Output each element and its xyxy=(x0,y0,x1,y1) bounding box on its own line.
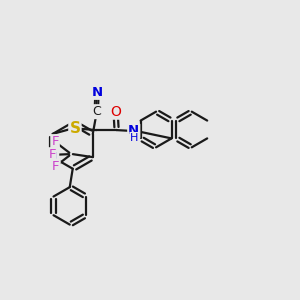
Text: N: N xyxy=(92,86,103,99)
Text: H: H xyxy=(130,133,138,142)
Text: S: S xyxy=(69,121,80,136)
Text: N: N xyxy=(128,124,139,137)
Text: F: F xyxy=(51,135,59,148)
Text: C: C xyxy=(92,105,101,118)
Text: F: F xyxy=(52,160,60,172)
Text: N: N xyxy=(47,151,58,164)
Text: O: O xyxy=(110,105,121,119)
Text: F: F xyxy=(48,148,56,161)
